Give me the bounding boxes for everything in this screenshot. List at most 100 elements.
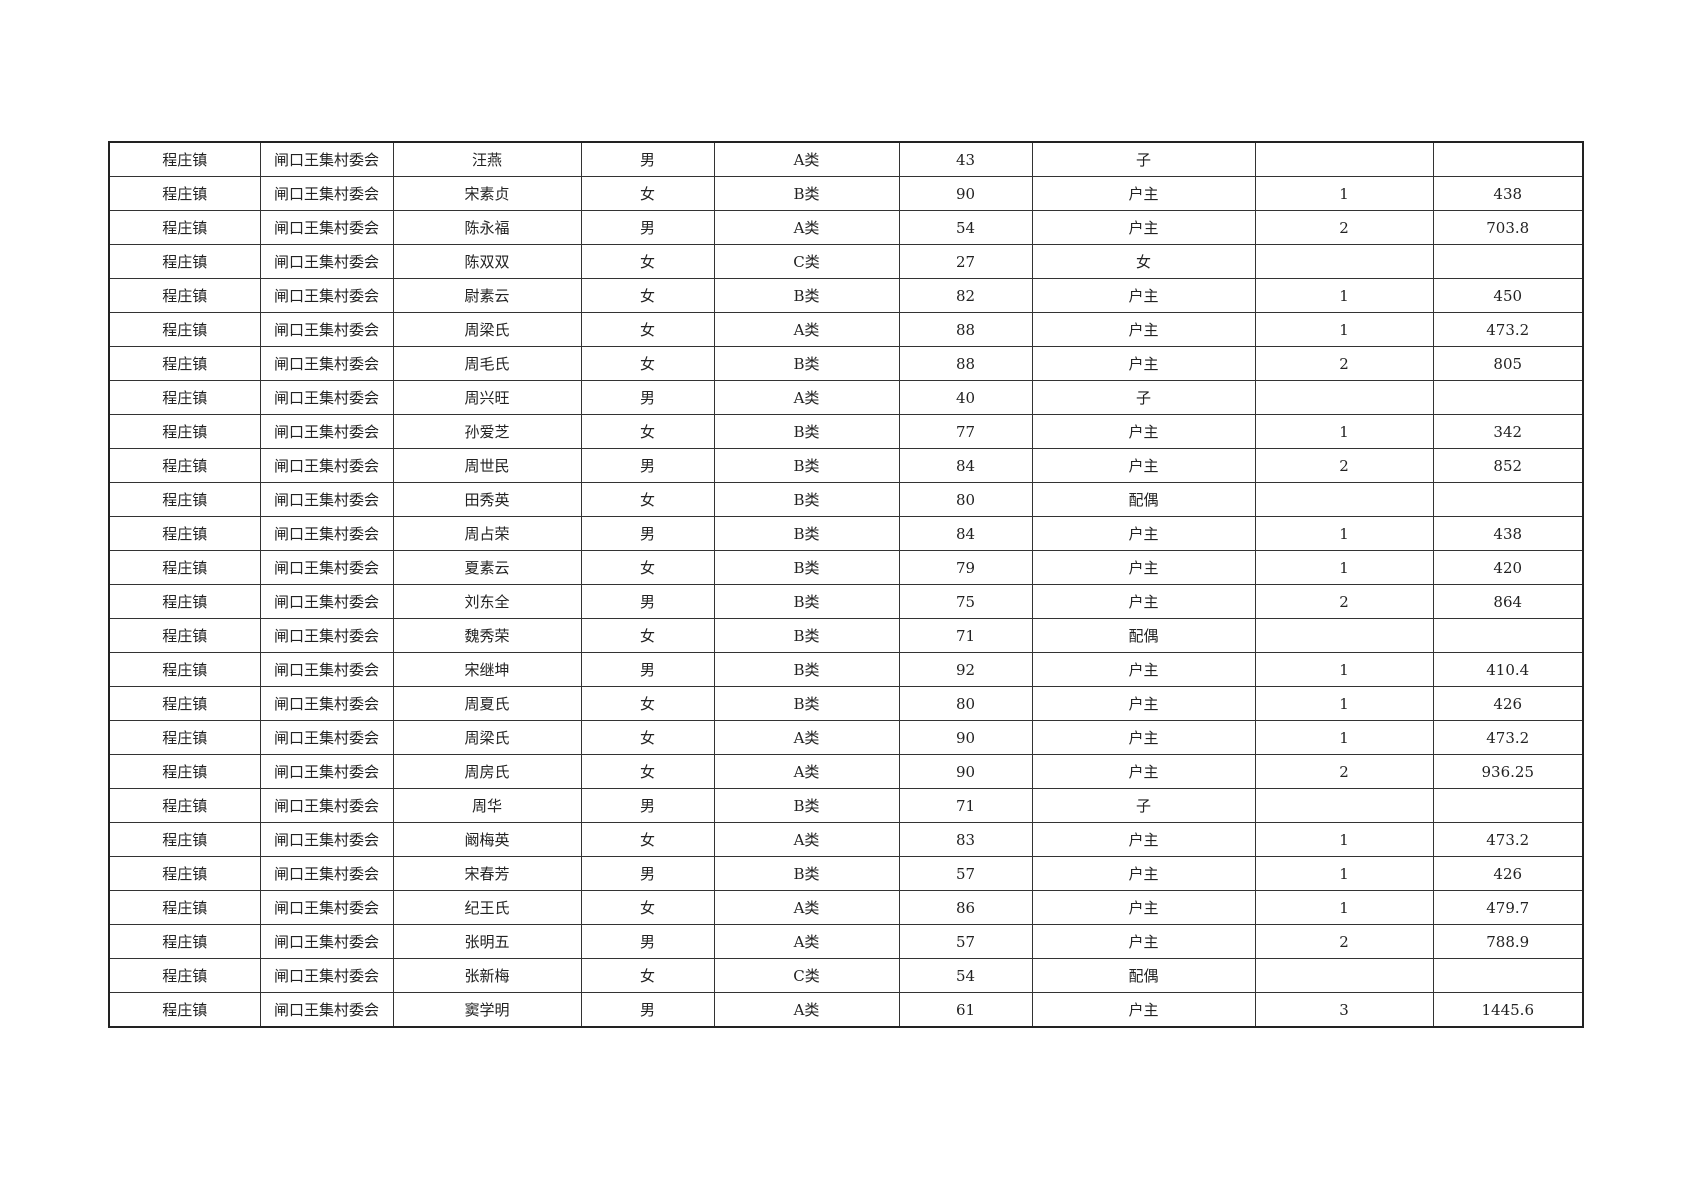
- cell-name: 尉素云: [392, 278, 582, 313]
- cell-household-size: 1: [1254, 516, 1434, 551]
- cell-relation: 户主: [1031, 856, 1256, 891]
- cell-relation: 户主: [1031, 516, 1256, 551]
- cell-town: 程庄镇: [108, 516, 261, 551]
- cell-town: 程庄镇: [108, 380, 261, 415]
- cell-gender: 男: [580, 516, 715, 551]
- cell-village: 闸口王集村委会: [259, 992, 394, 1028]
- cell-town: 程庄镇: [108, 278, 261, 313]
- table-row: 程庄镇 闸口王集村委会 孙爱芝女 B类 77 户主 1 342: [108, 414, 1584, 449]
- table-row: 程庄镇 闸口王集村委会 陈永福男 A类 54 户主 2 703.8: [108, 210, 1584, 245]
- cell-age: 88: [898, 312, 1033, 347]
- cell-age: 77: [898, 414, 1033, 449]
- cell-age: 61: [898, 992, 1033, 1028]
- cell-relation: 户主: [1031, 176, 1256, 211]
- cell-household-size: 3: [1254, 992, 1434, 1028]
- cell-household-size: [1254, 482, 1434, 517]
- cell-category: B类: [713, 516, 900, 551]
- cell-relation: 配偶: [1031, 618, 1256, 653]
- cell-category: B类: [713, 448, 900, 483]
- cell-relation: 户主: [1031, 414, 1256, 449]
- cell-name: 陈永福: [392, 210, 582, 245]
- cell-town: 程庄镇: [108, 856, 261, 891]
- cell-category: B类: [713, 414, 900, 449]
- cell-amount: 426: [1432, 686, 1584, 721]
- cell-category: B类: [713, 618, 900, 653]
- cell-village: 闸口王集村委会: [259, 924, 394, 959]
- cell-amount: 426: [1432, 856, 1584, 891]
- cell-name: 周占荣: [392, 516, 582, 551]
- cell-amount: [1432, 958, 1584, 993]
- table-row: 程庄镇 闸口王集村委会 周梁氏女 A类 88 户主 1 473.2: [108, 312, 1584, 347]
- cell-village: 闸口王集村委会: [259, 312, 394, 347]
- cell-name: 夏素云: [392, 550, 582, 585]
- cell-village: 闸口王集村委会: [259, 652, 394, 687]
- cell-amount: [1432, 380, 1584, 415]
- table-row: 程庄镇 闸口王集村委会 周夏氏女 B类 80 户主 1 426: [108, 686, 1584, 721]
- cell-village: 闸口王集村委会: [259, 141, 394, 177]
- cell-age: 90: [898, 754, 1033, 789]
- cell-category: B类: [713, 346, 900, 381]
- cell-relation: 户主: [1031, 584, 1256, 619]
- cell-name: 纪王氏: [392, 890, 582, 925]
- cell-category: B类: [713, 550, 900, 585]
- cell-town: 程庄镇: [108, 652, 261, 687]
- table-row: 程庄镇 闸口王集村委会 周世民男 B类 84 户主 2 852: [108, 448, 1584, 483]
- cell-town: 程庄镇: [108, 482, 261, 517]
- cell-relation: 户主: [1031, 278, 1256, 313]
- cell-village: 闸口王集村委会: [259, 448, 394, 483]
- cell-gender: 女: [580, 958, 715, 993]
- table-row: 程庄镇 闸口王集村委会 陈双双女 C类 27 女: [108, 244, 1584, 279]
- cell-age: 88: [898, 346, 1033, 381]
- cell-age: 82: [898, 278, 1033, 313]
- cell-amount: 450: [1432, 278, 1584, 313]
- cell-village: 闸口王集村委会: [259, 754, 394, 789]
- data-table: 程庄镇 闸口王集村委会 汪燕男 A类 43 子程庄镇 闸口王集村委会 宋素贞女 B类 90 户主 1 4…: [108, 141, 1584, 1028]
- cell-amount: 1445.6: [1432, 992, 1584, 1028]
- cell-village: 闸口王集村委会: [259, 482, 394, 517]
- cell-age: 71: [898, 618, 1033, 653]
- cell-name: 刘东全: [392, 584, 582, 619]
- cell-amount: 342: [1432, 414, 1584, 449]
- table-row: 程庄镇 闸口王集村委会 魏秀荣女 B类 71 配偶: [108, 618, 1584, 653]
- cell-gender: 女: [580, 482, 715, 517]
- cell-village: 闸口王集村委会: [259, 890, 394, 925]
- cell-category: B类: [713, 652, 900, 687]
- cell-category: C类: [713, 244, 900, 279]
- cell-category: A类: [713, 380, 900, 415]
- cell-gender: 女: [580, 346, 715, 381]
- cell-town: 程庄镇: [108, 141, 261, 177]
- cell-gender: 男: [580, 380, 715, 415]
- cell-relation: 户主: [1031, 346, 1256, 381]
- cell-age: 84: [898, 448, 1033, 483]
- cell-town: 程庄镇: [108, 788, 261, 823]
- cell-name: 阚梅英: [392, 822, 582, 857]
- cell-amount: 473.2: [1432, 822, 1584, 857]
- cell-household-size: 2: [1254, 346, 1434, 381]
- cell-gender: 女: [580, 244, 715, 279]
- table-row: 程庄镇 闸口王集村委会 周兴旺男 A类 40 子: [108, 380, 1584, 415]
- cell-household-size: 2: [1254, 584, 1434, 619]
- cell-name: 宋素贞: [392, 176, 582, 211]
- table-row: 程庄镇 闸口王集村委会 周占荣男 B类 84 户主 1 438: [108, 516, 1584, 551]
- cell-category: B类: [713, 584, 900, 619]
- cell-village: 闸口王集村委会: [259, 686, 394, 721]
- cell-gender: 男: [580, 141, 715, 177]
- cell-gender: 女: [580, 278, 715, 313]
- cell-gender: 女: [580, 618, 715, 653]
- cell-age: 54: [898, 210, 1033, 245]
- cell-town: 程庄镇: [108, 346, 261, 381]
- cell-relation: 户主: [1031, 992, 1256, 1028]
- cell-gender: 女: [580, 686, 715, 721]
- cell-village: 闸口王集村委会: [259, 176, 394, 211]
- cell-village: 闸口王集村委会: [259, 516, 394, 551]
- cell-gender: 女: [580, 550, 715, 585]
- cell-amount: [1432, 482, 1584, 517]
- cell-household-size: 2: [1254, 448, 1434, 483]
- cell-name: 窦学明: [392, 992, 582, 1028]
- cell-category: B类: [713, 278, 900, 313]
- cell-amount: 410.4: [1432, 652, 1584, 687]
- cell-town: 程庄镇: [108, 958, 261, 993]
- cell-town: 程庄镇: [108, 992, 261, 1028]
- cell-town: 程庄镇: [108, 720, 261, 755]
- table-row: 程庄镇 闸口王集村委会 张新梅女 C类 54 配偶: [108, 958, 1584, 993]
